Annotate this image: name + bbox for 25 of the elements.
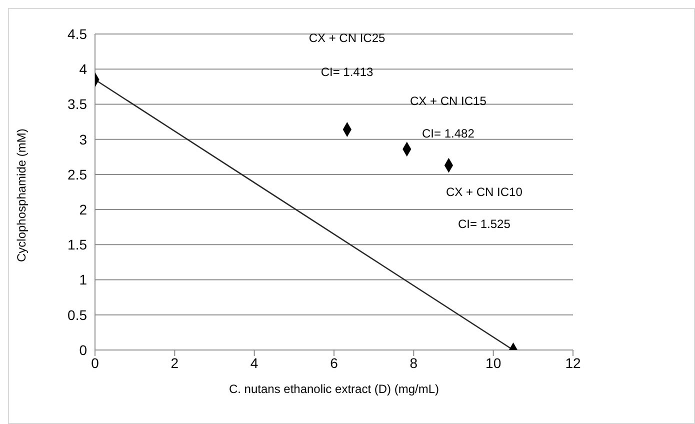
annotation: CX + CN IC10 (446, 185, 523, 200)
x-tick-label: 0 (91, 354, 100, 371)
y-tick-label: 1 (79, 272, 88, 288)
annotation: CI= 1.482 (422, 126, 475, 141)
y-tick-label: 2 (79, 202, 88, 218)
y-tick-label: 2.5 (68, 166, 88, 182)
annotation: CX + CN IC15 (410, 94, 487, 108)
y-tick-label: 3.5 (68, 96, 88, 112)
annotation: CI= 1.413 (320, 65, 374, 80)
x-tick-label: 2 (170, 354, 179, 371)
x-tick-label: 4 (250, 354, 258, 371)
x-axis-title: C. nutans ethanolic extract (D) (mg/mL) (228, 382, 440, 396)
y-tick-label: 4 (79, 61, 88, 78)
x-tick-label: 10 (486, 354, 502, 371)
x-tick-label: 6 (330, 354, 338, 371)
x-tick-label: 12 (565, 354, 581, 371)
annotation: CI= 1.525 (458, 216, 511, 231)
annotation: CX + CN IC25 (308, 31, 386, 46)
y-tick-label: 1.5 (68, 236, 88, 253)
y-tick-label: 4.5 (68, 26, 88, 42)
y-tick-label: 0 (79, 342, 88, 358)
y-axis-title: Cyclophosphamide (mM) (14, 128, 28, 262)
y-tick-label: 0.5 (68, 306, 88, 323)
x-tick-label: 8 (410, 354, 418, 371)
y-tick-label: 3 (79, 131, 88, 148)
